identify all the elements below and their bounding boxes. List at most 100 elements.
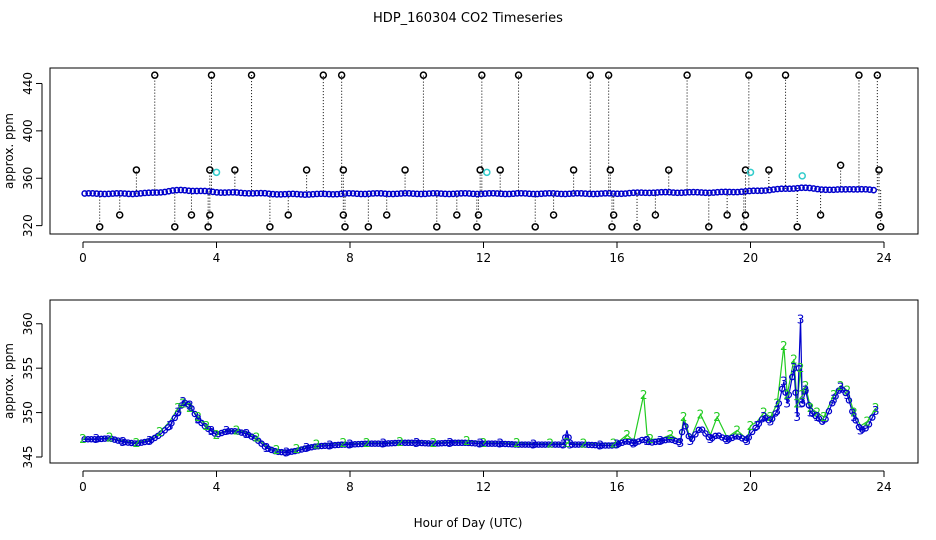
series-point — [171, 414, 179, 422]
series-point — [728, 434, 736, 442]
base-point — [529, 190, 537, 198]
series-point — [375, 440, 382, 447]
base-point — [609, 190, 617, 197]
series-point — [688, 435, 696, 443]
series-marker-2: 2 — [480, 436, 488, 450]
base-point — [141, 189, 149, 197]
base-point — [317, 190, 325, 198]
spike-point — [781, 71, 790, 79]
series-point — [211, 430, 219, 437]
base-point — [822, 186, 829, 194]
base-point — [818, 186, 825, 193]
base-point — [517, 189, 525, 197]
series-point — [778, 385, 786, 393]
spike-point — [247, 71, 256, 79]
series-point — [291, 447, 299, 455]
series-marker-2: 2 — [179, 397, 187, 411]
series-point — [238, 429, 245, 436]
spike-point — [873, 71, 882, 79]
series-point — [562, 434, 569, 441]
series-point — [772, 410, 779, 417]
series-point — [592, 441, 599, 449]
series-marker-2: 2 — [747, 419, 755, 433]
series-marker-3: 3 — [843, 388, 851, 402]
base-point — [694, 188, 701, 196]
base-point — [161, 188, 169, 196]
series-point — [795, 364, 803, 372]
series-point — [228, 427, 235, 435]
series-point — [274, 448, 282, 456]
spike-point — [474, 211, 483, 219]
series-point — [481, 440, 489, 447]
base-point — [625, 189, 633, 197]
series-point — [805, 401, 813, 409]
base-point — [473, 190, 481, 198]
series-point — [188, 405, 195, 412]
series-marker-3: 3 — [837, 381, 845, 395]
series-point — [852, 417, 859, 424]
spike-point — [207, 71, 216, 79]
base-point — [553, 190, 561, 198]
series-marker-2: 2 — [793, 397, 801, 411]
series-point — [441, 439, 449, 447]
base-point — [746, 187, 753, 195]
base-point — [565, 190, 573, 198]
series-point — [138, 439, 145, 446]
series-marker-3: 3 — [476, 437, 484, 451]
base-point — [425, 190, 433, 197]
series-point — [458, 439, 466, 447]
base-point — [325, 190, 333, 198]
cyan-point — [746, 168, 755, 177]
series-marker-2: 2 — [253, 430, 261, 444]
base-point — [846, 185, 853, 193]
x-tick-label: 16 — [609, 251, 624, 265]
series-point — [712, 432, 719, 440]
spike-point — [419, 71, 428, 79]
base-point — [345, 189, 353, 197]
series-point — [435, 440, 442, 447]
series-point — [865, 421, 873, 428]
series-point — [141, 438, 148, 446]
series-point — [301, 445, 309, 452]
series-point — [575, 441, 582, 448]
series-marker-2: 2 — [580, 437, 588, 451]
series-marker-3: 3 — [179, 395, 187, 409]
top-cyan-points — [212, 168, 806, 180]
series-point — [628, 439, 636, 447]
base-point — [109, 190, 117, 197]
series-point — [305, 444, 312, 452]
series-point — [608, 442, 616, 449]
base-point — [289, 190, 297, 198]
base-point — [385, 190, 393, 198]
base-point — [469, 190, 477, 198]
base-point — [89, 189, 97, 197]
y-tick-label: 360 — [21, 167, 35, 190]
series-point — [264, 445, 272, 452]
series-marker-2: 2 — [733, 423, 741, 437]
series-point — [722, 435, 729, 443]
base-point — [698, 189, 705, 196]
series-marker-3: 3 — [793, 410, 801, 424]
base-point — [249, 189, 257, 197]
series-point — [428, 440, 436, 447]
base-point — [601, 189, 609, 197]
series-marker-3: 3 — [446, 436, 454, 450]
series-point — [495, 440, 502, 447]
x-tick-label: 4 — [213, 251, 221, 265]
series-marker-2: 2 — [713, 410, 721, 424]
series-marker-2: 2 — [837, 379, 845, 393]
base-point — [806, 184, 813, 192]
spike-point — [364, 223, 373, 231]
series-marker-3: 3 — [760, 410, 768, 424]
base-point — [738, 188, 745, 196]
chart-title: HDP_160304 CO2 Timeseries — [373, 11, 563, 26]
series-point — [635, 438, 642, 445]
series-point — [825, 408, 833, 415]
base-point — [569, 190, 577, 197]
series-point — [582, 441, 589, 448]
base-point — [137, 190, 145, 197]
base-point — [273, 191, 281, 198]
series-point — [548, 441, 556, 448]
base-point — [201, 187, 209, 195]
base-point — [145, 189, 153, 197]
